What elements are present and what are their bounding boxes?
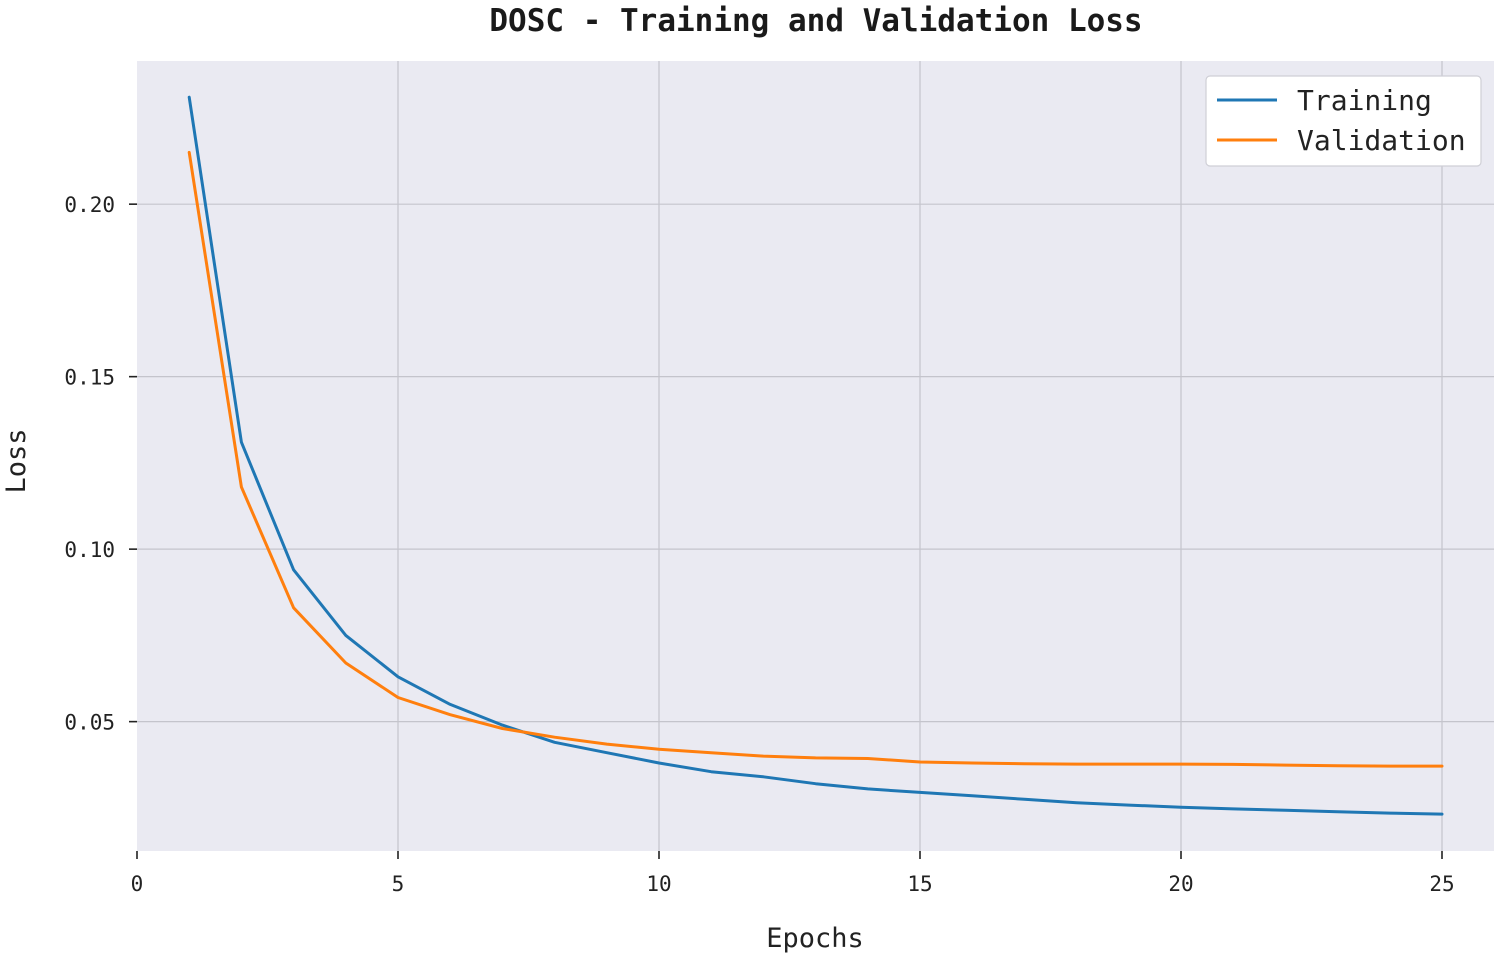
x-tick-label: 25 xyxy=(1429,872,1454,896)
x-axis-label: Epochs xyxy=(766,923,864,954)
grid-lines xyxy=(137,61,1494,851)
x-tick-label: 15 xyxy=(907,872,932,896)
series-lines xyxy=(187,95,1444,816)
x-tick-label: 5 xyxy=(392,872,405,896)
x-tick-label: 20 xyxy=(1168,872,1193,896)
y-tick-label: 0.10 xyxy=(64,538,115,562)
legend: Training Validation xyxy=(1205,75,1482,167)
y-tick-label: 0.05 xyxy=(64,711,115,735)
plot-area xyxy=(137,61,1494,851)
training-loss-line xyxy=(187,95,1444,816)
x-tick-label: 0 xyxy=(131,872,144,896)
validation-loss-line xyxy=(187,150,1444,768)
x-tick-label: 10 xyxy=(646,872,671,896)
y-tick-label: 0.20 xyxy=(64,193,115,217)
chart-title: DOSC - Training and Validation Loss xyxy=(489,3,1142,39)
legend-validation-label: Validation xyxy=(1297,124,1466,157)
axis-ticks: 0 5 10 15 20 25 0.05 0.10 0.15 0.20 xyxy=(64,193,1454,896)
y-tick-label: 0.15 xyxy=(64,366,115,390)
y-axis-label: Loss xyxy=(1,428,32,493)
legend-training-label: Training xyxy=(1297,84,1432,117)
